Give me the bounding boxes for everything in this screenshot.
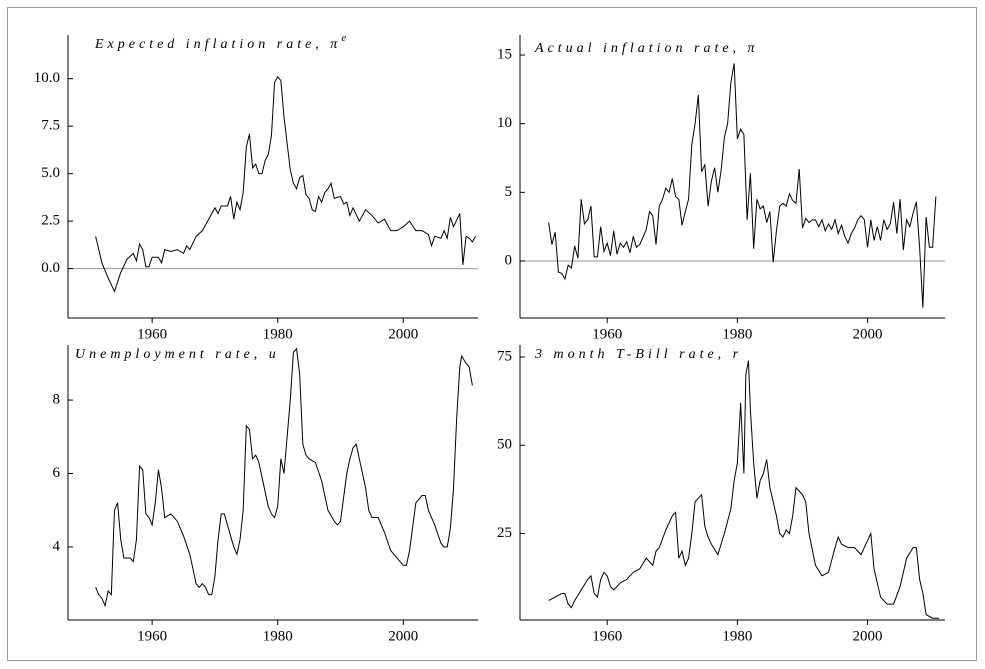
x-tick-label: 1980 — [722, 326, 752, 342]
y-tick-label: 4 — [53, 538, 61, 554]
y-tick-label: 5 — [505, 184, 513, 200]
x-tick-label: 1960 — [592, 326, 622, 342]
x-tick-label: 2000 — [388, 326, 418, 342]
y-tick-label: 6 — [53, 465, 61, 481]
title-text: 3 month T-Bill rate, r — [534, 347, 742, 362]
y-tick-label: 5.0 — [41, 165, 60, 181]
y-tick-label: 10.0 — [34, 70, 60, 86]
data-line — [548, 63, 937, 308]
x-tick-label: 2000 — [853, 326, 883, 342]
x-tick-label: 1980 — [722, 628, 752, 644]
title-text: Unemployment rate, u — [75, 347, 280, 362]
x-tick-label: 2000 — [388, 628, 418, 644]
y-tick-label: 7.5 — [41, 118, 60, 134]
panel-title: Unemployment rate, u — [75, 347, 280, 362]
data-line — [95, 347, 473, 608]
y-tick-label: 15 — [497, 46, 512, 62]
x-tick-label: 1980 — [263, 628, 293, 644]
y-tick-label: 0.0 — [41, 260, 60, 276]
title-text: Expected inflation rate, π — [94, 37, 341, 52]
panel-title: Actual inflation rate, π — [534, 41, 759, 56]
panel-title: 3 month T-Bill rate, r — [534, 347, 742, 362]
y-tick-label: 25 — [497, 525, 512, 541]
y-tick-label: 2.5 — [41, 213, 60, 229]
y-tick-label: 50 — [497, 437, 512, 453]
y-tick-label: 0 — [505, 252, 513, 268]
x-tick-label: 1960 — [137, 326, 167, 342]
data-line — [548, 360, 940, 619]
x-tick-label: 2000 — [853, 628, 883, 644]
y-tick-label: 10 — [497, 115, 512, 131]
y-tick-label: 75 — [497, 348, 512, 364]
y-tick-label: 8 — [53, 392, 61, 408]
panel-title: Expected inflation rate, πe — [94, 32, 350, 52]
data-line — [95, 75, 476, 293]
title-superscript: e — [341, 32, 350, 44]
x-tick-label: 1960 — [137, 628, 167, 644]
frame — [7, 7, 977, 661]
x-tick-label: 1960 — [592, 628, 622, 644]
title-text: Actual inflation rate, π — [534, 41, 759, 56]
x-tick-label: 1980 — [263, 326, 293, 342]
